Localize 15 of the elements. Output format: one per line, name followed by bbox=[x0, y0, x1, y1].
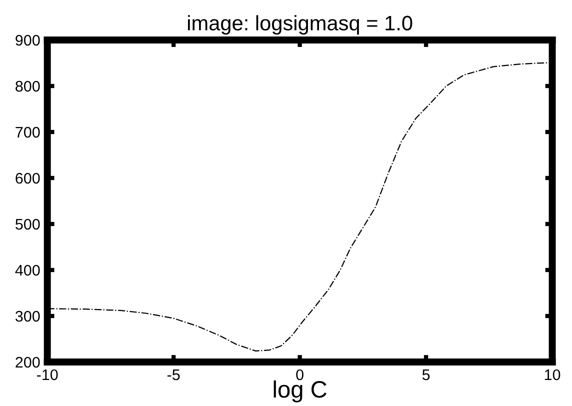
y-tick-label: 500 bbox=[16, 218, 40, 230]
chart-title: image: logsigmasq = 1.0 bbox=[188, 15, 412, 35]
y-tick-label: 300 bbox=[15, 310, 40, 322]
x-tick-label: 5 bbox=[422, 370, 430, 380]
y-tick-label: 700 bbox=[16, 126, 40, 138]
y-tick-label: 800 bbox=[16, 80, 40, 92]
x-tick-label: 10 bbox=[544, 369, 560, 380]
y-tick-label: 900 bbox=[16, 34, 40, 46]
y-tick-label: 200 bbox=[16, 356, 40, 368]
x-axis-title: log C bbox=[274, 380, 326, 402]
y-tick-label: 400 bbox=[15, 264, 40, 276]
x-tick-label: -5 bbox=[167, 370, 180, 380]
x-tick-label: 0 bbox=[296, 369, 304, 380]
y-tick-label: 600 bbox=[16, 172, 40, 184]
x-tick-label: -10 bbox=[36, 369, 58, 380]
